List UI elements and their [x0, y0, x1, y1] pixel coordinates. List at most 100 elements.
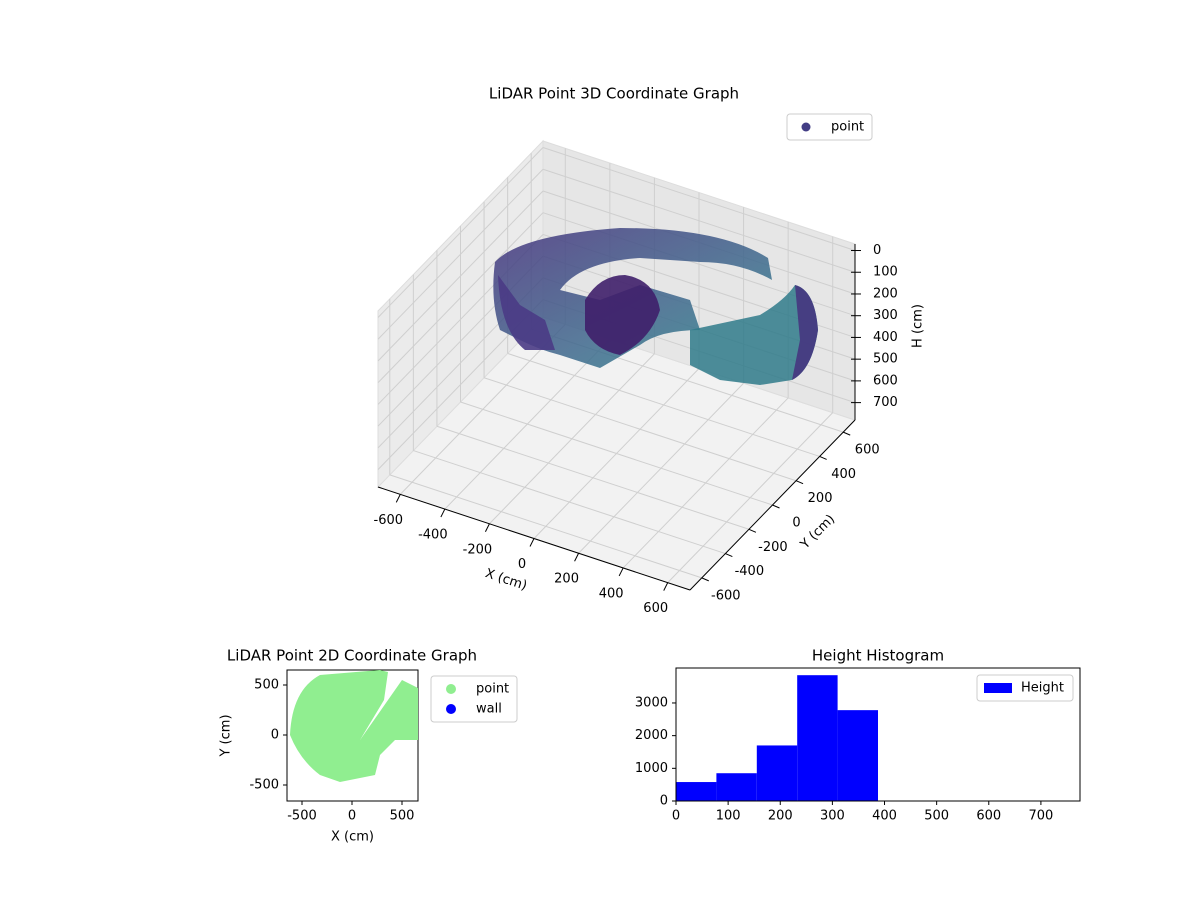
y-tick-label: 1000: [635, 761, 668, 776]
y-tick-label: 3000: [635, 695, 668, 710]
chart-title: Height Histogram: [812, 647, 944, 665]
grid-line: [377, 212, 544, 384]
tick-mark: [795, 480, 804, 485]
y-tick-label: 2000: [635, 728, 668, 743]
cloud-part: [498, 275, 555, 350]
grid-line: [377, 147, 544, 318]
legend-marker: [801, 122, 811, 132]
x-axis-label: X (cm): [331, 830, 374, 845]
grid-line: [436, 425, 750, 530]
legend-box: [976, 674, 1074, 702]
cloud-part: [792, 285, 818, 380]
x-tick-label: -200: [463, 542, 493, 557]
tick-mark: [772, 504, 780, 509]
z-tick-label: 100: [873, 265, 898, 280]
grid-line: [413, 450, 726, 555]
grid-line: [460, 401, 773, 506]
y-tick-label: 600: [855, 443, 880, 458]
x-tick-label: 400: [599, 586, 624, 601]
x-tick-label: 400: [872, 809, 897, 824]
legend-label: point: [831, 120, 864, 135]
tick-mark: [618, 567, 624, 577]
x-tick-label: 500: [924, 809, 949, 824]
grid-line: [542, 147, 856, 251]
y-tick-label: 0: [660, 794, 668, 809]
cloud-part: [690, 285, 818, 385]
point-cloud-2d: [290, 670, 418, 782]
y-axis-label: Y (cm): [797, 512, 838, 553]
x-tick-label: 0: [348, 809, 356, 824]
y-tick-label: 200: [808, 491, 833, 506]
chart-title: LiDAR Point 3D Coordinate Graph: [489, 85, 739, 103]
y-tick-label: 500: [254, 678, 279, 693]
legend-box: [786, 113, 873, 141]
z-tick-label: 0: [873, 243, 881, 258]
bar: [756, 745, 798, 801]
legend-label: wall: [476, 702, 502, 717]
x-axis-line: [377, 486, 691, 591]
y-tick-label: -500: [249, 778, 279, 793]
x-tick-label: 600: [643, 601, 668, 616]
z-tick-label: 700: [873, 395, 898, 410]
cloud-part: [585, 275, 660, 355]
x-tick-label: 500: [390, 809, 415, 824]
tick-mark: [440, 508, 446, 518]
y-axis-line: [689, 419, 856, 591]
x-tick-label: 300: [820, 809, 845, 824]
x-tick-label: 100: [716, 809, 741, 824]
x-tick-label: 0: [518, 557, 526, 572]
x-tick-label: 200: [768, 809, 793, 824]
z-tick-label: 400: [873, 330, 898, 345]
x-tick-label: 600: [976, 809, 1001, 824]
tick-mark: [748, 528, 757, 533]
tick-mark: [663, 582, 669, 591]
tick-mark: [395, 494, 401, 503]
legend-marker: [984, 683, 1012, 693]
plot-area: [675, 667, 1081, 802]
y-tick-label: 0: [271, 728, 279, 743]
chart-histogram: 0 100 200 300 400 500 600 700 0 1000 2000 3000 Heigh…: [635, 647, 1081, 824]
grid-line: [507, 352, 820, 457]
legend-label: point: [476, 682, 509, 697]
tick-mark: [574, 552, 580, 562]
tick-mark: [484, 523, 490, 533]
chart-title: LiDAR Point 2D Coordinate Graph: [227, 647, 477, 665]
tick-mark: [701, 577, 709, 582]
chart-3d: -600 -400 -200 0 200 400 600 -600 -400 -200 0 200 40…: [374, 85, 926, 617]
y-tick-label: 400: [831, 467, 856, 482]
bar: [837, 710, 878, 801]
bar: [797, 675, 838, 801]
x-tick-label: -500: [287, 809, 317, 824]
legend-marker: [446, 704, 456, 714]
y-tick-label: -400: [735, 564, 765, 579]
x-tick-label: 700: [1028, 809, 1053, 824]
y-tick-label: -600: [711, 588, 741, 603]
y-axis-label: Y (cm): [219, 714, 234, 757]
grid-line: [483, 377, 797, 482]
z-tick-label: 300: [873, 308, 898, 323]
bar: [716, 773, 757, 801]
point-cloud-3d: [493, 228, 818, 385]
grid-line: [389, 474, 702, 579]
z-axis-label: H (cm): [911, 304, 926, 348]
z-tick-label: 600: [873, 373, 898, 388]
y-tick-label: 0: [792, 516, 800, 531]
tick-mark: [529, 538, 535, 547]
tick-mark: [843, 431, 851, 436]
x-tick-label: 200: [554, 572, 579, 587]
bar: [676, 782, 717, 801]
legend-marker: [446, 684, 456, 694]
z-tick-label: 200: [873, 286, 898, 301]
grid-line: [542, 168, 856, 273]
tick-mark: [819, 455, 827, 460]
x-tick-label: -400: [418, 528, 448, 543]
y-tick-label: -200: [758, 540, 788, 555]
z-tick-label: 500: [873, 352, 898, 367]
x-tick-label: -600: [374, 513, 404, 528]
grid-line: [377, 168, 544, 340]
grid-line: [377, 190, 544, 362]
tick-mark: [725, 553, 733, 558]
x-tick-label: 0: [672, 809, 680, 824]
